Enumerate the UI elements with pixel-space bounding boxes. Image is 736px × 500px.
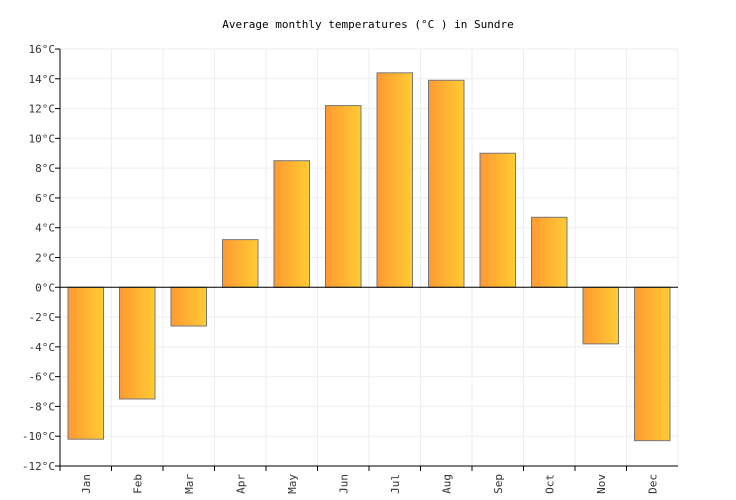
y-tick-label: 0°C [35,281,55,294]
bar-sep [479,152,516,288]
bar-mar [170,286,207,327]
y-tick-label: 6°C [35,192,55,205]
x-tick-label: Mar [183,474,196,494]
bar-jan [67,286,104,440]
chart-title: Average monthly temperatures (°C ) in Su… [222,18,513,31]
bar-jul [376,72,413,288]
y-tick-label: -4°C [29,341,56,354]
y-tick-label: 12°C [29,103,56,116]
bar-nov [582,286,619,345]
x-tick-label: Jun [337,474,350,494]
x-tick-label: Aug [440,474,453,494]
y-tick-label: -2°C [29,311,56,324]
x-tick-label: Dec [646,474,659,494]
y-tick-label: -10°C [22,430,55,443]
x-tick-label: Feb [131,474,144,494]
y-tick-label: 8°C [35,162,55,175]
x-tick-label: Nov [595,474,608,494]
y-tick-label: 14°C [29,73,56,86]
y-tick-label: -6°C [29,371,56,384]
y-tick-label: 10°C [29,132,56,145]
x-tick-label: Oct [543,474,556,494]
y-tick-label: 2°C [35,252,55,265]
bar-jun [325,105,362,288]
y-tick-label: 16°C [29,43,56,56]
bar-may [273,160,310,288]
x-tick-label: Jul [389,474,402,494]
y-tick-label: -8°C [29,400,56,413]
bar-apr [222,239,259,288]
y-tick-label: 4°C [35,222,55,235]
x-tick-label: Sep [492,474,505,494]
x-tick-label: Apr [234,474,247,494]
bar-aug [428,79,465,288]
x-tick-label: Jan [80,474,93,494]
y-tick-label: -12°C [22,460,55,473]
bar-feb [119,286,156,400]
x-tick-label: May [286,474,299,494]
bar-dec [634,286,671,442]
bar-oct [531,216,568,288]
